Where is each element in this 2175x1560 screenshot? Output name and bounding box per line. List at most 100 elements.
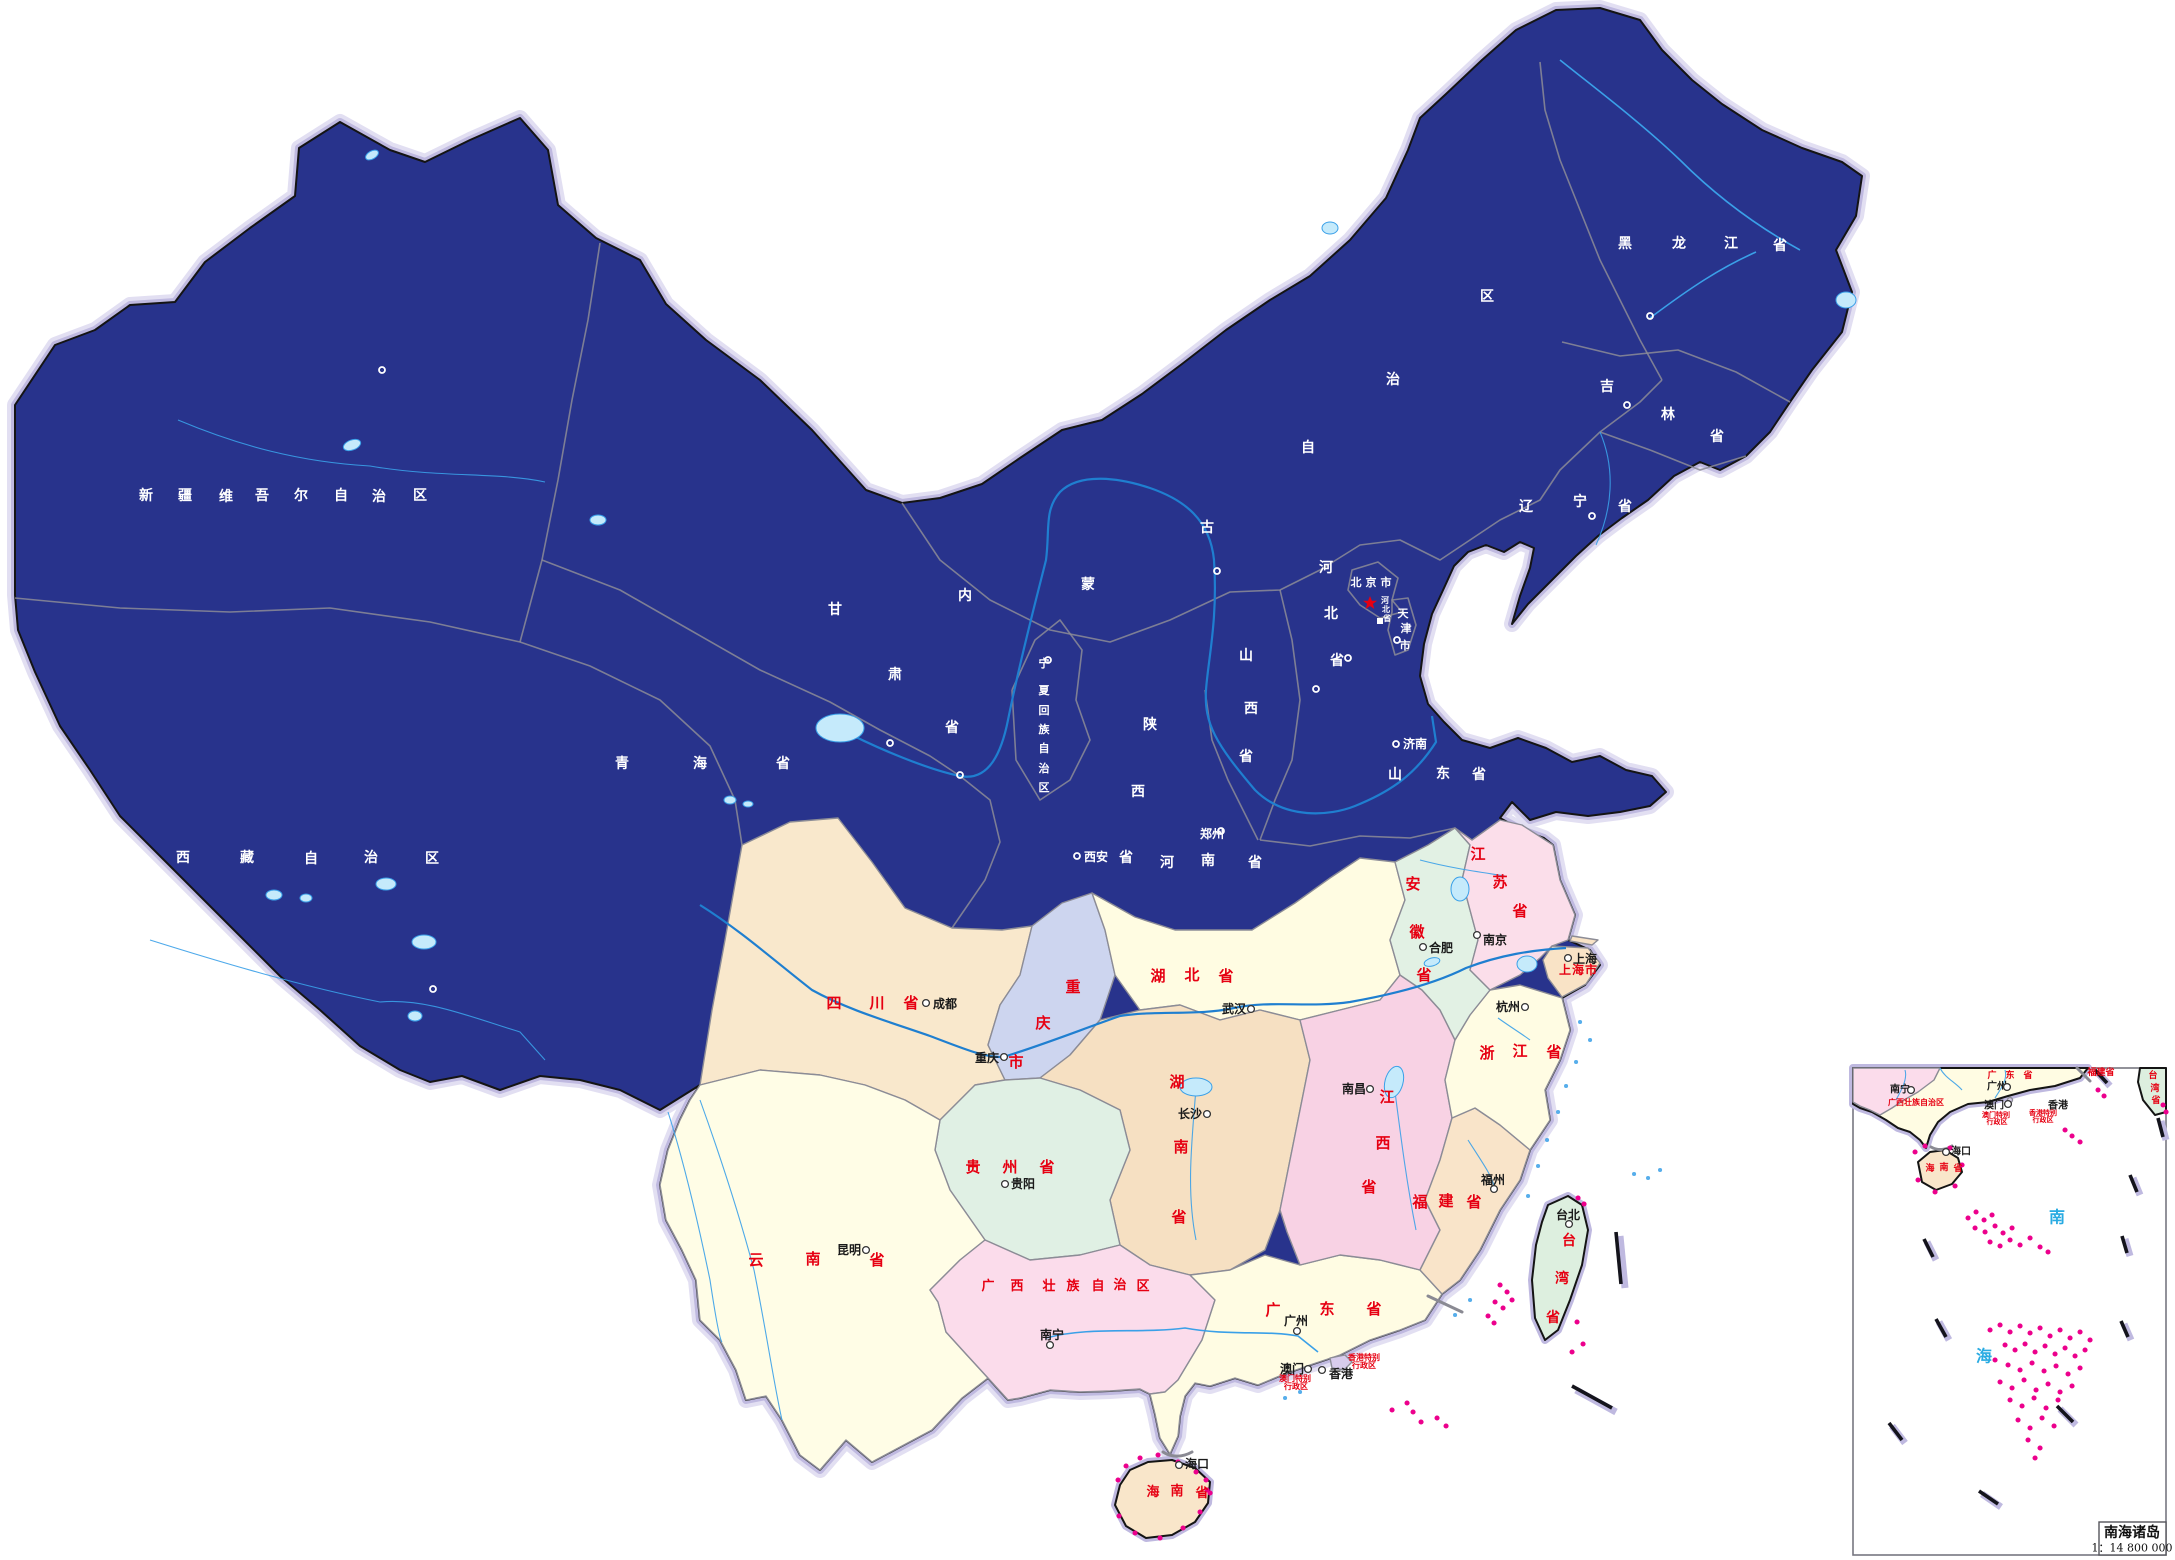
- inset-taiwan-shape: [2137, 1067, 2167, 1116]
- xiang-river: [1189, 1087, 1197, 1241]
- tarim-river: [177, 419, 546, 483]
- hongze-lake: [1450, 876, 1470, 902]
- changchun-marker: [1623, 401, 1631, 409]
- label-shandong: 山东省: [1388, 765, 1486, 783]
- label-liaoning: 辽宁省: [1519, 493, 1632, 515]
- yarlung-river: [149, 939, 546, 1061]
- inset-guangxi-shape: [1852, 1067, 1941, 1116]
- chao-lake: [1423, 957, 1441, 967]
- shijiazhuang-marker: [1344, 654, 1352, 662]
- label-shanxi: 山西省: [1238, 648, 1258, 765]
- label-guangxi: 广西壮族自治区: [981, 1277, 1149, 1294]
- tai-lake: [1516, 955, 1538, 973]
- shanghai-marker: [1563, 953, 1573, 963]
- label-macau-sar: 澳门特别行政区: [1279, 1373, 1311, 1391]
- liao-river: [1595, 431, 1611, 546]
- hefei-marker: [1418, 942, 1428, 952]
- qiantang-river: [1497, 1017, 1531, 1041]
- hangzhou-marker: [1520, 1002, 1530, 1012]
- min-river: [1467, 1139, 1495, 1187]
- lanzhou-marker: [956, 771, 964, 779]
- inset-markers-layer: [1906, 1082, 2013, 1157]
- city-label-inset-hongkong: 香港: [2048, 1099, 2069, 1112]
- city-label-nanning: 南宁: [1040, 1327, 1064, 1342]
- city-label-taipei: 台北: [1556, 1207, 1580, 1222]
- city-label-wuhan: 武汉: [1222, 1001, 1247, 1016]
- city-label-zhengzhou: 郑州: [1200, 826, 1224, 841]
- yellow-river: [837, 477, 1438, 815]
- city-label-hangzhou: 杭州: [1496, 999, 1520, 1014]
- lancang-river: [699, 1099, 783, 1421]
- magenta-island-groups: [1115, 1195, 1587, 1541]
- city-label-changsha: 长沙: [1178, 1106, 1202, 1121]
- chongqing-marker: [999, 1052, 1009, 1062]
- inset-scale: 1：14 800 000: [2092, 1542, 2173, 1555]
- sea-label-nan: 南: [2049, 1208, 2065, 1227]
- shenyang-marker: [1588, 512, 1596, 520]
- city-label-jinan: 济南: [1403, 736, 1427, 751]
- guangzhou-marker: [1292, 1326, 1302, 1336]
- huai-river: [1419, 859, 1506, 877]
- province-shape-shanghai: [1542, 945, 1601, 998]
- gan-river: [1393, 1083, 1417, 1231]
- tianjin-city-marker: [1393, 636, 1401, 644]
- hohhot-marker: [1213, 567, 1221, 575]
- qinghai-lake: [815, 713, 865, 743]
- city-label-kunming: 昆明: [837, 1243, 861, 1257]
- wuhan-marker: [1246, 1004, 1256, 1014]
- label-hebei: 河北省: [1319, 559, 1344, 669]
- north-province-borders: [14, 61, 1791, 929]
- city-label-inset-haikou: 海口: [1951, 1145, 1971, 1158]
- south-china-sea-inset: 广西壮族自治区 广东省 福建省海南省 台湾省香港特别行政区 澳门特别行政区 南宁 广州澳门 香…: [1849, 1064, 2173, 1556]
- label-shanghai-red: 上海市: [1559, 962, 1597, 977]
- nine-dash-line-main: [1161, 1231, 1629, 1458]
- inset-nine-dash-line: [1887, 1068, 2170, 1510]
- province-shape-jiangxi: [1279, 974, 1456, 1271]
- rivers: [149, 59, 1801, 1421]
- city-label-inset-macau: 澳门: [1984, 1099, 2004, 1112]
- sea-label-hai: 海: [1976, 1347, 1992, 1366]
- inset-label-macau-sar: 澳门特别行政区: [1982, 1110, 2010, 1126]
- dongting-lake: [1179, 1077, 1213, 1097]
- city-label-nanchang: 南昌: [1342, 1081, 1366, 1096]
- urumqi-marker: [378, 366, 386, 374]
- label-zhejiang: 浙江省: [1479, 1042, 1561, 1062]
- south-provinces: [659, 817, 1601, 1471]
- inset-label-guangxi: 广西壮族自治区: [1888, 1097, 1944, 1107]
- label-fujian: 福建省: [1411, 1192, 1481, 1211]
- lakes: [265, 149, 1857, 1099]
- label-gansu: 甘肃省: [828, 601, 959, 736]
- nanning-marker: [1045, 1340, 1055, 1350]
- jinan-marker: [1392, 740, 1400, 748]
- lhasa-marker: [429, 985, 437, 993]
- label-xinjiang: 新疆维吾尔自治区: [139, 487, 427, 505]
- label-jilin: 吉林省: [1600, 378, 1724, 445]
- inset-title: 南海诸岛: [2104, 1524, 2160, 1541]
- city-label-chongqing: 重庆: [975, 1050, 999, 1065]
- hulun-lake: [1321, 221, 1339, 235]
- label-hubei: 湖北省: [1150, 966, 1233, 985]
- label-tianjin: 天津市: [1398, 607, 1412, 652]
- label-heilongjiang: 黑龙江省: [1618, 235, 1787, 254]
- city-label-guiyang: 贵阳: [1011, 1176, 1035, 1191]
- inset-labels-layer: 广西壮族自治区 广东省 福建省海南省 台湾省香港特别行政区 澳门特别行政区 南宁 广州澳门 香…: [1888, 1066, 2161, 1366]
- inset-name-box: 南海诸岛 1：14 800 000: [2092, 1521, 2173, 1556]
- harbin-marker: [1646, 312, 1654, 320]
- inset-label-hainan: 海南省: [1925, 1161, 1962, 1174]
- xining-marker: [886, 739, 894, 747]
- xian-marker: [1073, 852, 1081, 860]
- macau-marker: [1303, 1364, 1313, 1374]
- label-hebei-mini: 河北省: [1381, 595, 1391, 623]
- city-label-hefei: 合肥: [1429, 940, 1453, 955]
- city-label-haikou: 海口: [1185, 1456, 1209, 1471]
- pearl-river: [1045, 1327, 1319, 1353]
- poyang-lake: [1383, 1065, 1405, 1099]
- zhengzhou-marker: [1217, 827, 1225, 835]
- city-label-shanghai: 上海: [1573, 951, 1597, 966]
- beijing-star: [1363, 596, 1377, 609]
- inset-nansha-islands: [1987, 1322, 2093, 1461]
- label-hainan: 海南省: [1146, 1483, 1208, 1501]
- inset-xisha-islands: [1912, 1087, 2169, 1255]
- province-shape-guangxi: [929, 1239, 1216, 1401]
